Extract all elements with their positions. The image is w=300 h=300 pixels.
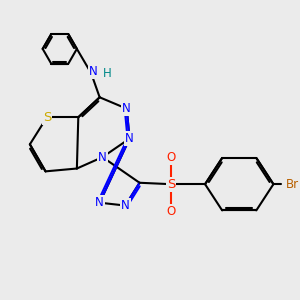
Text: H: H (102, 67, 111, 80)
Text: N: N (121, 199, 130, 212)
Text: S: S (167, 178, 175, 191)
Text: O: O (166, 205, 176, 218)
Text: N: N (122, 102, 131, 115)
Text: N: N (98, 151, 107, 164)
Text: N: N (89, 65, 98, 78)
Text: N: N (95, 196, 104, 209)
Text: Br: Br (286, 178, 299, 191)
Text: O: O (166, 151, 176, 164)
Text: S: S (43, 111, 51, 124)
Text: N: N (125, 132, 134, 145)
